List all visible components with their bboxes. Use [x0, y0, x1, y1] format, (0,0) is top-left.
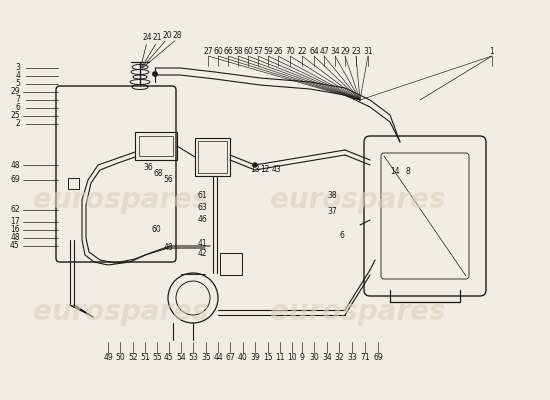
Text: 29: 29 [340, 48, 350, 56]
Text: 6: 6 [15, 104, 20, 112]
Text: 35: 35 [201, 354, 211, 362]
Text: 1: 1 [490, 48, 494, 56]
Text: 28: 28 [172, 30, 182, 40]
Text: 51: 51 [140, 354, 150, 362]
Text: eurospares: eurospares [33, 298, 209, 326]
Circle shape [153, 72, 157, 76]
Text: 41: 41 [197, 238, 207, 248]
Text: 15: 15 [263, 354, 273, 362]
Text: 10: 10 [287, 354, 297, 362]
Text: 71: 71 [360, 354, 370, 362]
Text: 44: 44 [213, 354, 223, 362]
Text: 13: 13 [250, 166, 260, 174]
Text: 26: 26 [273, 48, 283, 56]
Text: 69: 69 [10, 176, 20, 184]
Text: 24: 24 [142, 34, 152, 42]
Text: 11: 11 [275, 354, 285, 362]
Bar [195, 138, 230, 176]
Text: 37: 37 [327, 208, 337, 216]
Text: 60: 60 [213, 48, 223, 56]
Text: 5: 5 [15, 80, 20, 88]
Text: 16: 16 [10, 226, 20, 234]
Text: 54: 54 [176, 354, 186, 362]
Text: 31: 31 [363, 48, 373, 56]
Circle shape [253, 163, 257, 167]
Text: eurospares: eurospares [270, 186, 446, 214]
Text: 32: 32 [334, 354, 344, 362]
Text: 69: 69 [373, 354, 383, 362]
Text: 46: 46 [197, 216, 207, 224]
Text: 63: 63 [197, 204, 207, 212]
Text: 12: 12 [260, 166, 270, 174]
Text: 48: 48 [10, 160, 20, 170]
Text: 7: 7 [15, 96, 20, 104]
Text: 67: 67 [225, 354, 235, 362]
Text: 29: 29 [10, 88, 20, 96]
Text: 38: 38 [327, 192, 337, 200]
Text: 50: 50 [115, 354, 125, 362]
Bar [68, 178, 79, 189]
Text: 58: 58 [233, 48, 243, 56]
Text: 34: 34 [330, 48, 340, 56]
Bar [220, 253, 242, 275]
Text: 62: 62 [10, 206, 20, 214]
Text: 4: 4 [15, 72, 20, 80]
Text: 25: 25 [10, 112, 20, 120]
Text: 55: 55 [152, 354, 162, 362]
Text: 8: 8 [406, 168, 410, 176]
Text: 52: 52 [128, 354, 138, 362]
Text: 6: 6 [339, 232, 344, 240]
Text: 42: 42 [197, 248, 207, 258]
Text: 48: 48 [163, 244, 173, 252]
Text: 3: 3 [15, 64, 20, 72]
Text: 61: 61 [197, 192, 207, 200]
Text: 30: 30 [309, 354, 319, 362]
Text: 14: 14 [390, 168, 400, 176]
Text: 17: 17 [10, 218, 20, 226]
Text: 9: 9 [300, 354, 305, 362]
Text: 22: 22 [297, 48, 307, 56]
Text: 33: 33 [347, 354, 357, 362]
Text: 64: 64 [309, 48, 319, 56]
Text: 47: 47 [319, 48, 329, 56]
Text: 34: 34 [322, 354, 332, 362]
Text: 68: 68 [153, 170, 163, 178]
Text: 57: 57 [253, 48, 263, 56]
Text: 20: 20 [162, 30, 172, 40]
Text: 70: 70 [285, 48, 295, 56]
Text: eurospares: eurospares [33, 186, 209, 214]
Text: 2: 2 [15, 120, 20, 128]
Bar [198, 141, 227, 173]
Text: 45: 45 [164, 354, 174, 362]
Text: eurospares: eurospares [270, 298, 446, 326]
Text: 59: 59 [263, 48, 273, 56]
Text: 66: 66 [223, 48, 233, 56]
Bar [135, 132, 177, 160]
Text: 49: 49 [103, 354, 113, 362]
Text: 60: 60 [151, 226, 161, 234]
Text: 56: 56 [163, 176, 173, 184]
Text: 39: 39 [250, 354, 260, 362]
Text: 48: 48 [10, 234, 20, 242]
Text: 27: 27 [203, 48, 213, 56]
Text: 43: 43 [272, 166, 282, 174]
Text: 40: 40 [238, 354, 248, 362]
Text: 60: 60 [243, 48, 253, 56]
Text: 21: 21 [152, 34, 162, 42]
Text: 23: 23 [351, 48, 361, 56]
Bar [139, 136, 173, 156]
Text: 36: 36 [143, 164, 153, 172]
Text: 53: 53 [188, 354, 198, 362]
Text: 45: 45 [10, 242, 20, 250]
